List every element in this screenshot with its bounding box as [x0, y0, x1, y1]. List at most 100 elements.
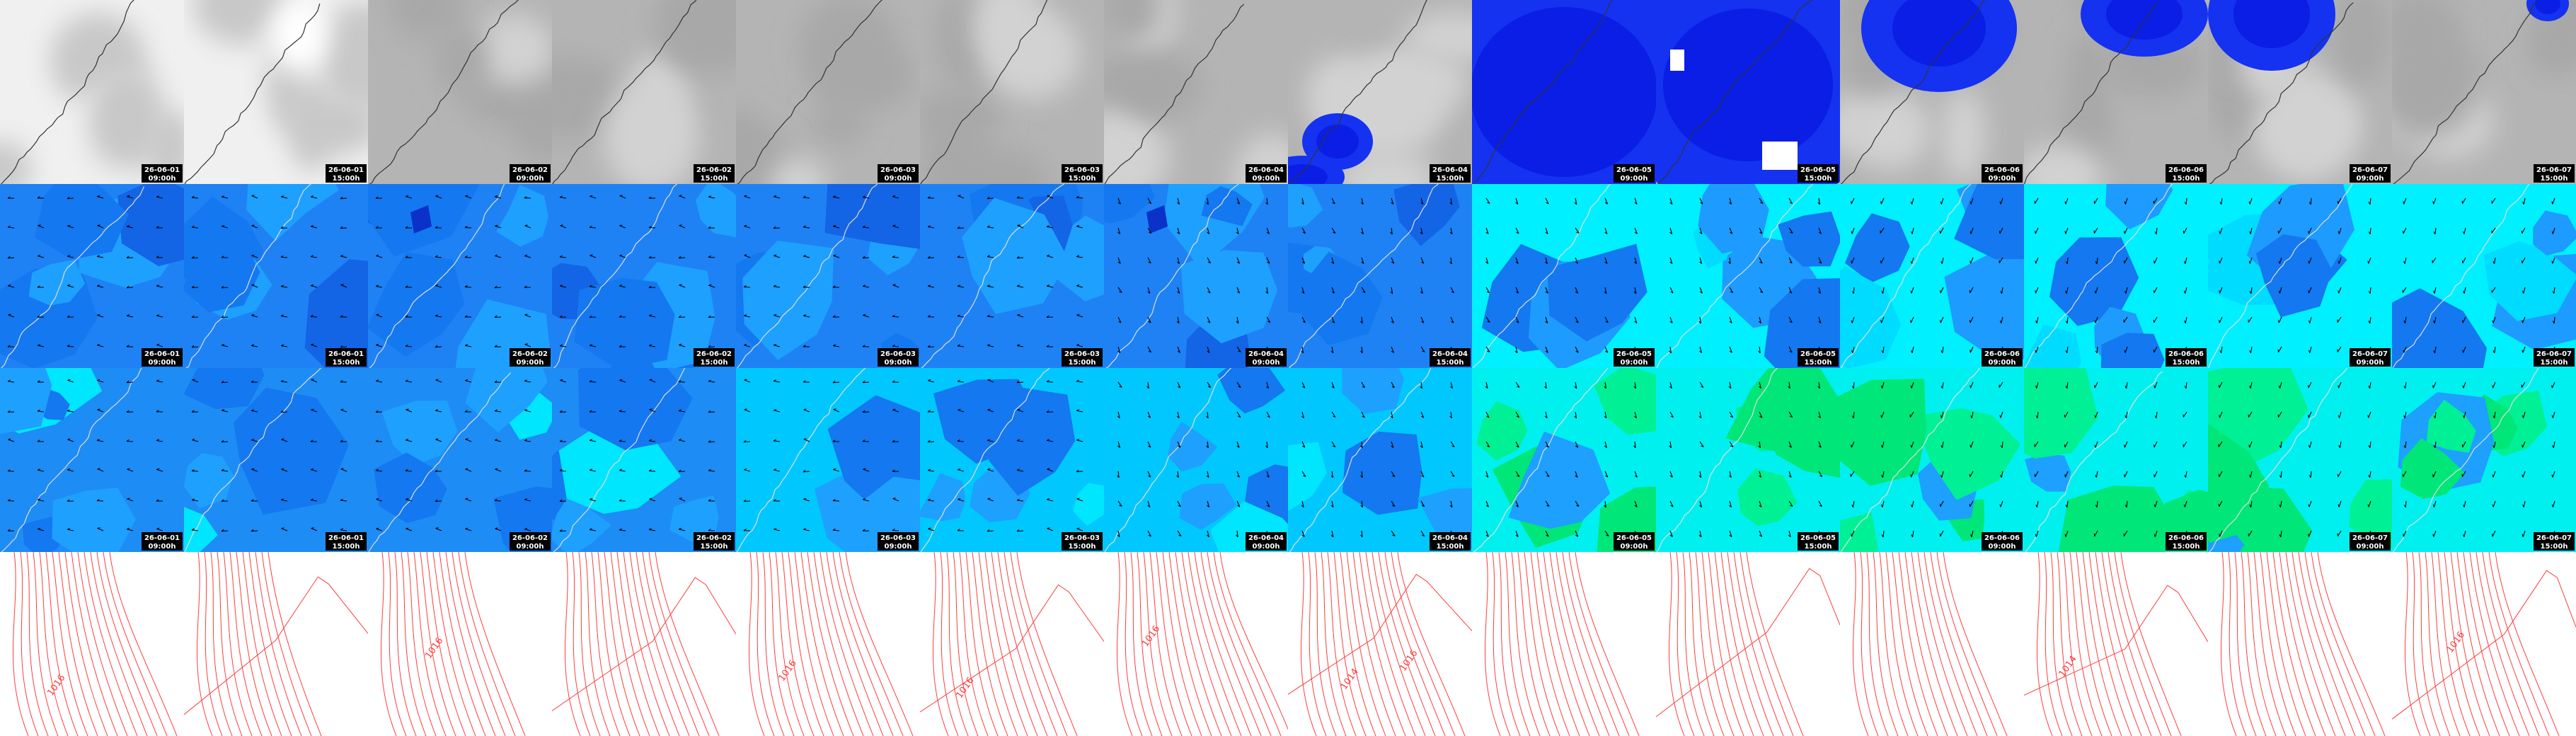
timestamp-date: 26-06-01 [328, 166, 364, 174]
wind-arrow [1207, 227, 1210, 234]
wind-arrow-head [311, 468, 314, 471]
wind-arrow [559, 500, 567, 502]
wind-arrow-head [1451, 445, 1455, 447]
wind-arrow [251, 439, 258, 442]
wind-arrow-head [927, 468, 931, 471]
wind-arrow [1361, 287, 1366, 293]
isobar [1536, 552, 1580, 736]
wind-arrow-head [2219, 320, 2220, 323]
wind-arrow [1331, 441, 1336, 447]
wind-arrow-head [495, 438, 498, 441]
wind-arrow-head [559, 529, 563, 532]
wind-arrow [1788, 411, 1793, 418]
wind-arrow [1515, 287, 1519, 294]
wind-arrow [2219, 287, 2223, 294]
wind-arrow [2552, 257, 2555, 264]
wind-arrow [958, 409, 965, 413]
wind-arrow [2064, 411, 2069, 418]
wind-arrow-head [1449, 505, 1453, 508]
wind-arrow-head [127, 527, 130, 530]
wind-arrow-head [524, 343, 528, 345]
wind-arrow [2154, 441, 2158, 448]
wind-arrow [619, 285, 626, 288]
wind-arrow-head [2551, 260, 2553, 264]
timestamp-time: 15:00h [1437, 543, 1464, 551]
wind-arrow [1361, 411, 1365, 418]
wind-arrow [1818, 316, 1822, 323]
isobar [2076, 552, 2112, 736]
wind-arrow-head [1266, 386, 1269, 389]
wind-arrow [744, 225, 751, 229]
wind-arrow-head [2403, 505, 2406, 508]
wind-arrow-head [1759, 321, 1761, 324]
isobar [1346, 552, 1386, 736]
wind-arrow-head [1302, 386, 1306, 389]
timestamp-time: 15:00h [1069, 359, 1096, 367]
wind-arrow-head [1301, 261, 1305, 264]
wind-arrow [987, 345, 994, 347]
wind-arrow-head [97, 379, 100, 381]
isobar [756, 552, 775, 736]
isobar [2044, 552, 2063, 736]
wind-arrow-head [1265, 445, 1268, 449]
wind-arrow-head [1046, 345, 1050, 347]
isobar [1924, 552, 1978, 736]
wind-arrow [2000, 500, 2003, 507]
isobar [413, 552, 447, 736]
coastline [1289, 0, 1427, 184]
wind-arrow [862, 226, 870, 229]
wind-arrow-head [2124, 415, 2127, 419]
cloud-patch [462, 73, 552, 125]
wind-arrow-head [589, 315, 592, 318]
rain-area-core [2233, 0, 2310, 48]
wind-arrow [2279, 287, 2282, 294]
pressure-background [1656, 552, 1840, 736]
wind-arrow-head [1119, 386, 1122, 388]
wind-arrow [2000, 411, 2003, 418]
isobar [1720, 552, 1764, 736]
wind-arrow [1117, 441, 1121, 448]
wind-speed-area [2025, 453, 2071, 492]
wind-arrow [1047, 439, 1054, 442]
wind-arrow [1940, 227, 1944, 234]
wind-arrow [1236, 471, 1240, 478]
timestamp-time: 15:00h [1805, 175, 1832, 183]
wind-arrow [803, 255, 810, 258]
wind-arrow-head [1669, 386, 1672, 389]
wind-arrow [1515, 471, 1520, 477]
timestamp-time: 15:00h [2173, 543, 2200, 551]
wind-arrow-head [1851, 260, 1853, 264]
timestamp-time: 09:00h [1253, 543, 1280, 551]
wind-arrow [744, 409, 751, 413]
wind-speed-area [34, 184, 129, 260]
wind-arrow [1117, 471, 1120, 478]
wind-arrow-head [1267, 505, 1270, 507]
wind-arrow-head [833, 408, 836, 410]
wind-arrow-head [679, 527, 682, 530]
timestamp-time: 15:00h [2541, 359, 2568, 367]
wind-arrow [2185, 287, 2187, 294]
wind-arrow-head [1302, 321, 1306, 323]
wind-arrow [1970, 287, 1974, 294]
wind-arrow-head [37, 439, 40, 442]
wind-arrow-head [1544, 261, 1548, 265]
wind-arrow [2462, 441, 2466, 448]
wind-arrow-head [1076, 527, 1080, 529]
isobar [1168, 552, 1212, 736]
wind-arrow-head [1046, 284, 1050, 287]
wind-arrow-head [1759, 505, 1762, 507]
wind-arrow [958, 285, 965, 288]
wind-arrow-head [1390, 415, 1393, 419]
wind-arrow [2433, 197, 2437, 205]
wind-arrow-head [619, 439, 622, 442]
wind-speed-area [2483, 241, 2576, 321]
timestamp-box [142, 348, 183, 367]
isobar [984, 552, 1028, 736]
wind-arrow [1147, 227, 1152, 234]
isobar [1562, 552, 1620, 736]
wind-arrow [774, 529, 781, 531]
wind-arrow-head [376, 343, 379, 346]
wind-arrow-head [1207, 321, 1211, 323]
